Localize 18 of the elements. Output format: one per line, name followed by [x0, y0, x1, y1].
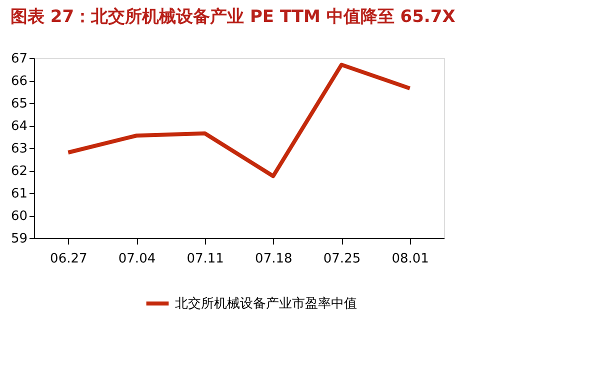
chart-title: 图表 27：北交所机械设备产业 PE TTM 中值降至 65.7X [10, 7, 456, 27]
y-tick-label: 66 [10, 74, 28, 89]
y-tick-label: 65 [10, 96, 28, 112]
x-tick-label: 07.04 [118, 252, 156, 266]
y-tick-label: 63 [10, 142, 28, 156]
y-tick-label: 60 [10, 209, 28, 224]
y-tick-label: 61 [10, 186, 28, 202]
x-tick-label: 06.27 [50, 252, 88, 266]
y-tick-label: 62 [10, 164, 28, 179]
legend-label: 北交所机械设备产业市盈率中值 [175, 296, 357, 312]
x-tick-label: 07.11 [186, 252, 224, 266]
line-series [66, 62, 412, 178]
y-tick-label: 59 [10, 232, 28, 246]
y-tick-label: 67 [10, 52, 28, 66]
y-tick-label: 64 [10, 119, 28, 134]
x-tick-label: 07.25 [323, 252, 361, 266]
x-tick-label: 08.01 [392, 252, 429, 266]
x-tick-label: 07.18 [255, 252, 292, 266]
